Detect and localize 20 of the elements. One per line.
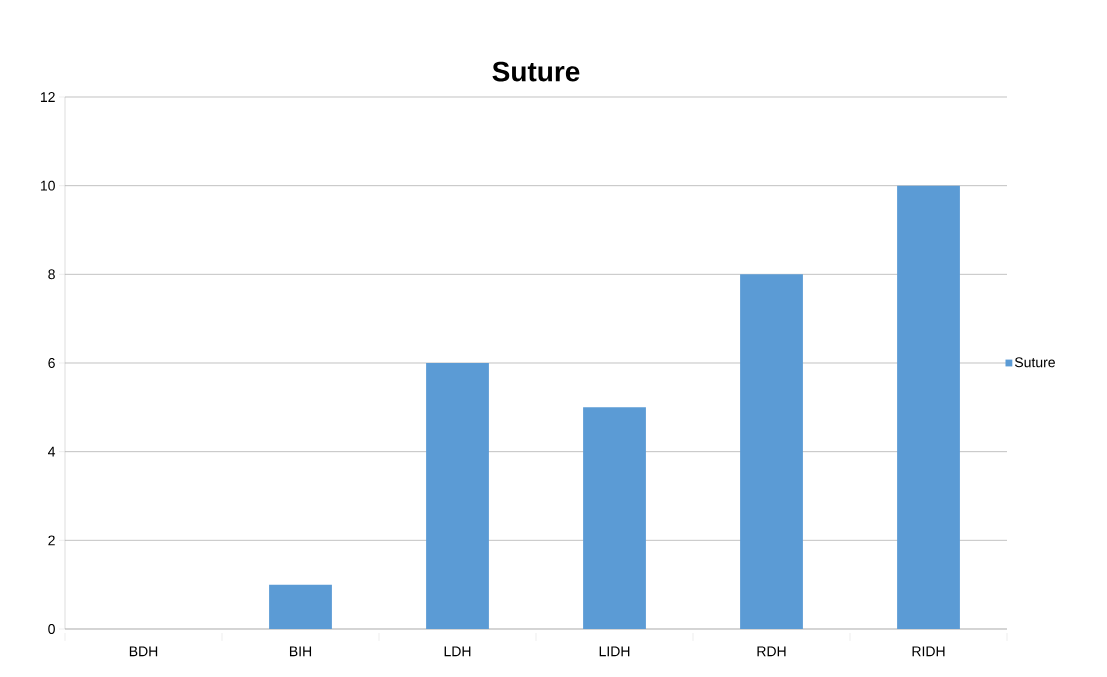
x-tick-label: BIH [289,646,312,657]
y-tick-label: 8 [48,269,55,280]
x-tick-label: RIDH [912,646,945,657]
y-tick-label: 10 [40,180,55,191]
y-tick-label: 2 [48,535,55,546]
chart-title: Suture [492,61,580,82]
bar [426,363,489,629]
x-tick-label: LDH [444,646,471,657]
y-tick-label: 12 [40,92,55,102]
bar [583,407,646,629]
bar [740,274,803,629]
y-tick-label: 4 [48,446,56,457]
bar [897,185,960,629]
x-tick-label: LIDH [599,646,630,657]
bar [269,584,332,629]
y-tick-label: 6 [48,358,55,368]
legend-label: Suture [1014,357,1055,368]
y-tick-label: 0 [48,624,55,634]
x-tick-label: BDH [129,646,158,657]
x-tick-label: RDH [757,646,786,657]
